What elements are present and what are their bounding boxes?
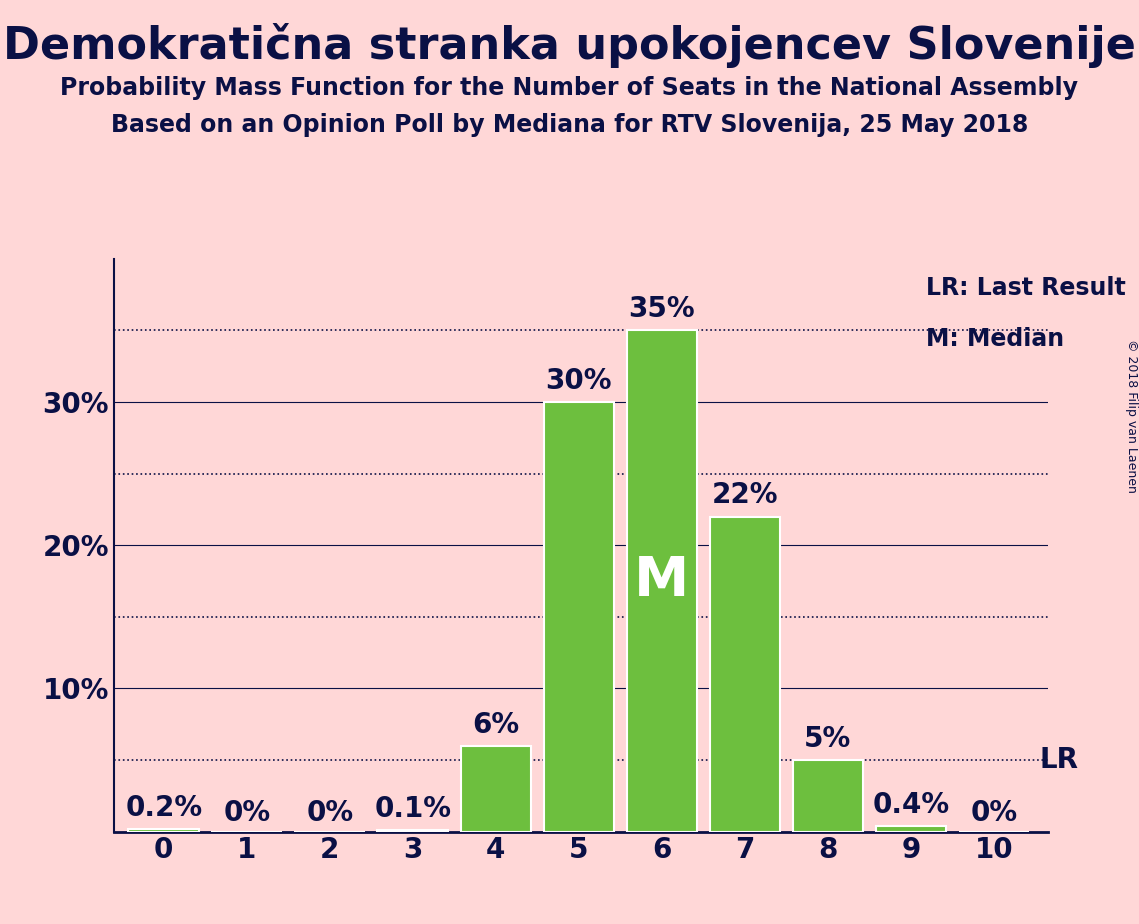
Text: 35%: 35% [629,295,695,323]
Text: 0%: 0% [306,799,353,827]
Text: LR: LR [1040,746,1079,774]
Text: M: M [634,554,689,608]
Text: 5%: 5% [804,724,852,753]
Bar [626,330,697,832]
Text: M: Median: M: Median [926,327,1065,351]
Text: 0.1%: 0.1% [375,795,451,823]
Text: 0.2%: 0.2% [125,794,203,821]
Text: Based on an Opinion Poll by Mediana for RTV Slovenija, 25 May 2018: Based on an Opinion Poll by Mediana for … [110,113,1029,137]
Text: 0%: 0% [223,799,270,827]
Bar [543,402,614,832]
Text: 6%: 6% [473,711,519,738]
Text: 30%: 30% [546,367,612,395]
Text: 22%: 22% [712,481,778,509]
Bar [460,746,531,832]
Bar [710,517,780,832]
Bar [377,830,448,832]
Text: LR: Last Result: LR: Last Result [926,276,1126,300]
Text: 0%: 0% [970,799,1017,827]
Bar [793,760,863,832]
Text: Demokratična stranka upokojencev Slovenije: Demokratična stranka upokojencev Sloveni… [3,23,1136,68]
Text: © 2018 Filip van Laenen: © 2018 Filip van Laenen [1124,339,1138,492]
Text: Probability Mass Function for the Number of Seats in the National Assembly: Probability Mass Function for the Number… [60,76,1079,100]
Text: 0.4%: 0.4% [872,791,950,819]
Bar [876,826,947,832]
Bar [129,829,199,832]
